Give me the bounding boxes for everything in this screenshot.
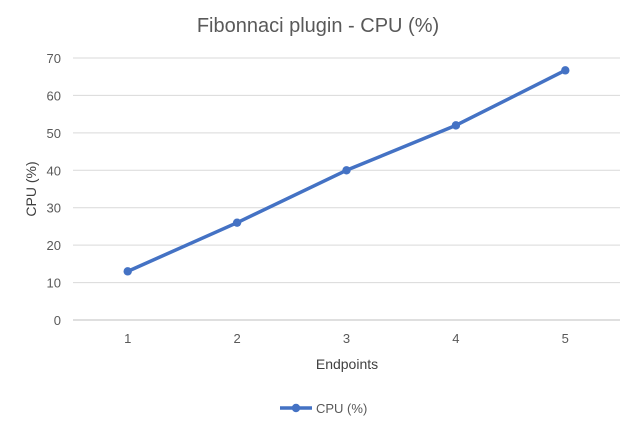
y-tick-label: 60 xyxy=(47,88,61,103)
x-tick-label: 1 xyxy=(124,331,131,346)
series-layer xyxy=(123,66,570,276)
legend-marker xyxy=(291,403,301,413)
y-tick-label: 20 xyxy=(47,238,61,253)
y-tick-label: 30 xyxy=(47,201,61,216)
y-tick-label: 0 xyxy=(54,313,61,328)
chart-title: Fibonnaci plugin - CPU (%) xyxy=(197,15,439,37)
data-point xyxy=(232,218,242,227)
x-tick-label: 4 xyxy=(452,331,459,346)
data-point xyxy=(451,121,461,130)
data-point xyxy=(123,267,132,276)
y-tick-label: 10 xyxy=(47,276,61,291)
x-tick-label: 5 xyxy=(562,331,569,346)
x-tick-label: 2 xyxy=(233,331,240,346)
x-axis-title: Endpoints xyxy=(316,356,378,372)
y-tick-label: 40 xyxy=(47,163,61,178)
y-axis-title: CPU (%) xyxy=(23,161,39,216)
data-point xyxy=(561,66,570,75)
y-tick-label: 70 xyxy=(47,51,61,66)
x-tick-label: 3 xyxy=(343,331,350,346)
data-point xyxy=(342,166,351,175)
legend: CPU (%) xyxy=(280,401,367,416)
x-tick-labels: 1 2 3 4 5 xyxy=(124,331,569,346)
y-tick-label: 50 xyxy=(47,126,61,141)
gridlines xyxy=(73,57,620,321)
y-tick-labels: 0 10 20 30 40 50 60 70 xyxy=(47,51,61,328)
legend-label: CPU (%) xyxy=(316,401,367,416)
